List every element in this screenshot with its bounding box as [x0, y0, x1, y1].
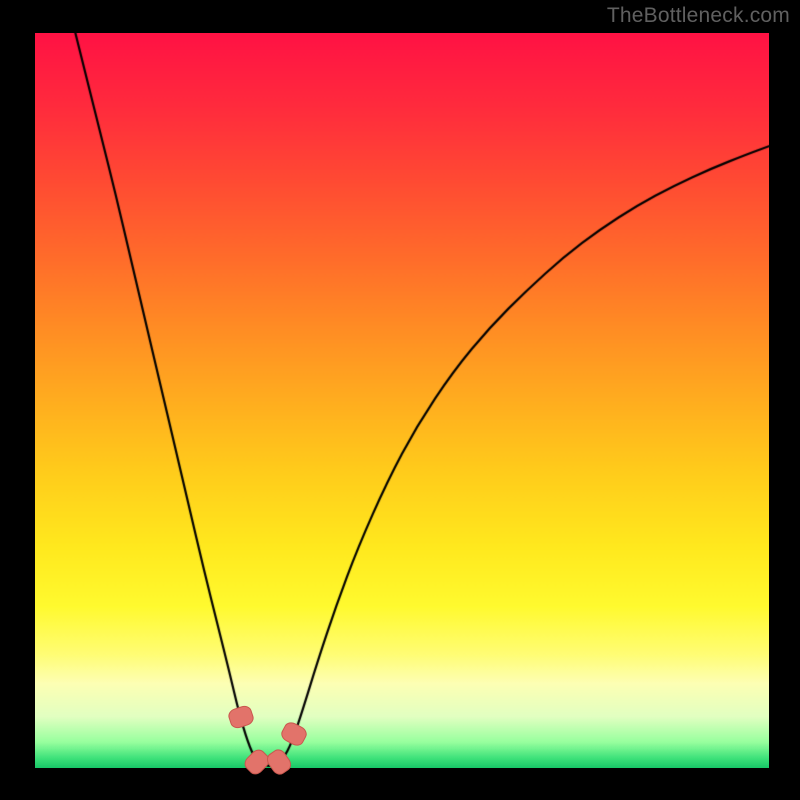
watermark-label: TheBottleneck.com — [607, 4, 790, 28]
chart-root: TheBottleneck.com — [0, 0, 800, 800]
plot-area — [35, 33, 769, 768]
bottleneck-curve — [35, 33, 769, 768]
